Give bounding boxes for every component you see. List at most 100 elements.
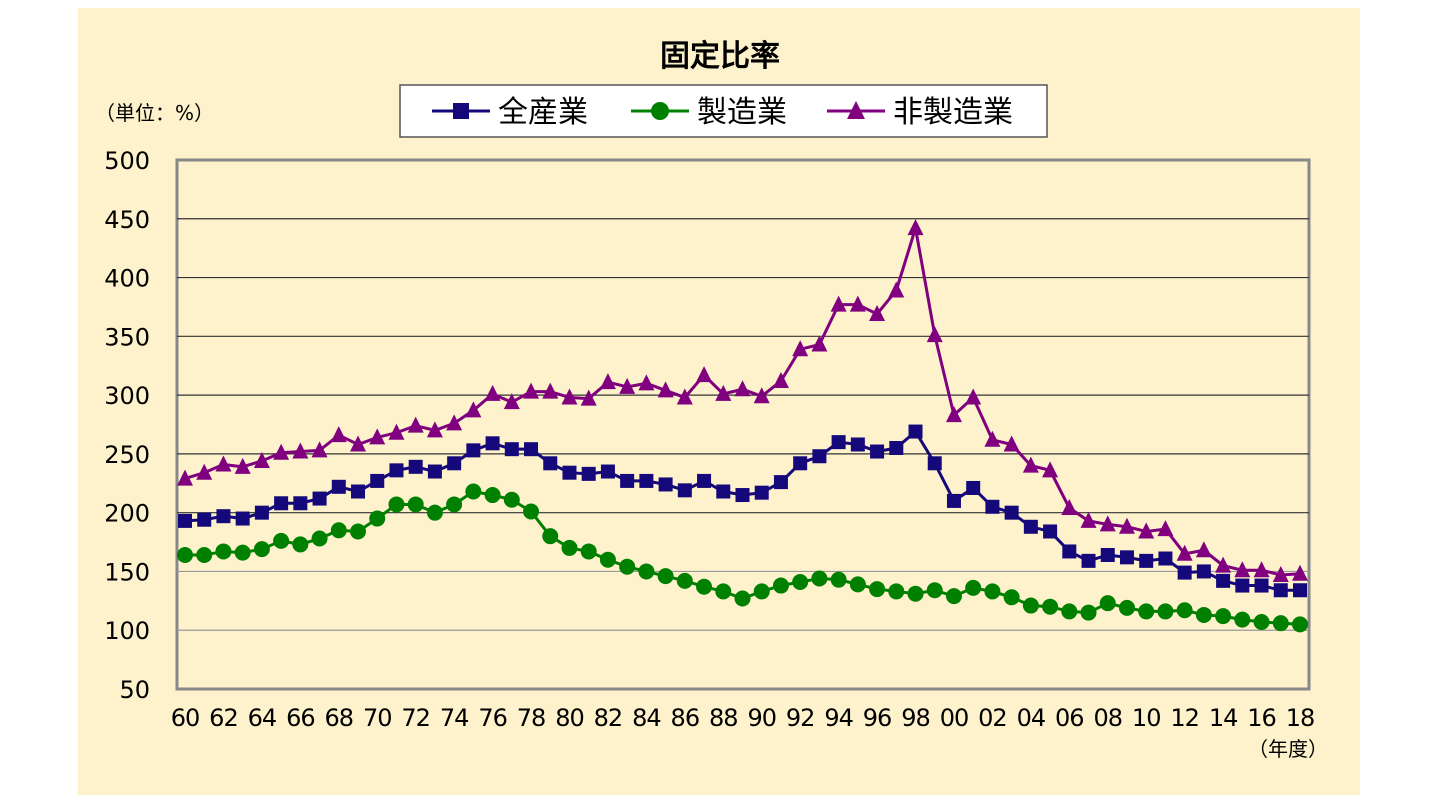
series-line [184, 429, 1300, 592]
series-line [184, 227, 1301, 577]
square-marker [351, 484, 366, 499]
circle-marker [696, 578, 713, 595]
triangle-marker [945, 406, 962, 423]
square-marker [1004, 505, 1019, 520]
y-tick-label: 250 [104, 441, 150, 469]
series-triangle [177, 219, 1308, 582]
triangle-marker [984, 430, 1001, 447]
triangle-marker [561, 388, 578, 405]
triangle-marker [580, 389, 597, 406]
circle-marker [1138, 603, 1155, 620]
triangle-marker [1099, 515, 1116, 532]
x-tick-label: 88 [709, 704, 738, 732]
circle-marker [888, 583, 905, 600]
x-tick-label: 60 [171, 704, 200, 732]
circle-marker [1099, 595, 1116, 612]
circle-marker [945, 588, 962, 605]
plot-area [175, 158, 1311, 691]
triangle-marker [869, 304, 886, 321]
square-marker [1196, 564, 1211, 579]
circle-marker [1157, 603, 1174, 620]
circle-marker [273, 532, 290, 549]
circle-marker [542, 528, 559, 545]
square-marker [562, 465, 577, 480]
triangle-marker [734, 380, 751, 397]
triangle-marker [1003, 435, 1020, 452]
x-tick-label: 90 [747, 704, 776, 732]
x-tick-label: 66 [286, 704, 315, 732]
x-tick-label: 70 [363, 704, 392, 732]
y-tick-label: 50 [119, 676, 150, 704]
square-marker [197, 512, 212, 527]
triangle-marker [292, 442, 309, 459]
x-tick-label: 64 [248, 704, 277, 732]
y-tick-label: 300 [104, 382, 150, 410]
circle-marker [580, 543, 597, 560]
chart-title: 固定比率 [660, 39, 780, 74]
square-marker [427, 464, 442, 479]
legend-box [399, 84, 1048, 138]
circle-marker [926, 582, 943, 599]
triangle-marker [1157, 520, 1174, 537]
circle-marker [196, 546, 213, 563]
square-marker [1119, 550, 1134, 565]
triangle-marker [1272, 565, 1289, 582]
circle-marker [1292, 616, 1308, 633]
triangle-marker [1118, 517, 1135, 534]
legend-item: 全産業 [432, 95, 588, 130]
square-marker [389, 463, 404, 478]
square-marker [1235, 578, 1250, 593]
square-marker [581, 466, 596, 481]
square-marker [1100, 547, 1115, 562]
x-tick-label: 04 [1017, 704, 1046, 732]
circle-marker [772, 577, 789, 594]
x-tick-label: 76 [478, 704, 507, 732]
triangle-marker [811, 335, 828, 352]
square-marker [235, 511, 250, 526]
triangle-marker [1138, 522, 1155, 539]
square-marker [985, 499, 1000, 514]
triangle-marker [772, 372, 789, 389]
circle-marker [657, 568, 674, 585]
y-tick-label: 450 [104, 206, 150, 234]
triangle-marker [638, 374, 655, 391]
y-tick-label: 100 [104, 617, 150, 645]
legend-item: 非製造業 [827, 95, 1013, 130]
x-tick-label: 78 [517, 704, 546, 732]
series-square [178, 424, 1307, 598]
x-tick-label: 86 [671, 704, 700, 732]
x-tick-label: 96 [863, 704, 892, 732]
x-tick-label: 92 [786, 704, 815, 732]
circle-marker [1272, 615, 1289, 632]
circle-marker [1022, 597, 1039, 614]
triangle-marker [177, 469, 193, 486]
square-marker [1081, 553, 1096, 568]
triangle-marker [407, 416, 424, 433]
square-marker [1043, 524, 1058, 539]
circle-marker [1215, 608, 1232, 625]
square-marker [453, 103, 469, 119]
square-marker [639, 473, 654, 488]
square-marker [447, 456, 462, 471]
square-marker [966, 480, 981, 495]
x-tick-label: 74 [440, 704, 469, 732]
square-marker [216, 509, 231, 524]
y-tick-label: 400 [104, 265, 150, 293]
triangle-marker [792, 340, 809, 357]
square-marker [658, 477, 673, 492]
circle-marker [311, 530, 328, 547]
circle-marker [849, 576, 866, 593]
circle-marker [1042, 598, 1059, 615]
y-tick-label: 200 [104, 500, 150, 528]
y-tick-label: 150 [104, 558, 150, 586]
square-marker [1254, 578, 1269, 593]
square-marker [312, 491, 327, 506]
square-marker [1177, 565, 1192, 580]
triangle-marker [657, 381, 674, 398]
circle-marker [599, 551, 616, 568]
square-marker [716, 484, 731, 499]
x-tick-label: 12 [1170, 704, 1199, 732]
triangle-marker [330, 426, 347, 443]
triangle-marker [350, 435, 367, 452]
circle-marker [811, 570, 828, 587]
